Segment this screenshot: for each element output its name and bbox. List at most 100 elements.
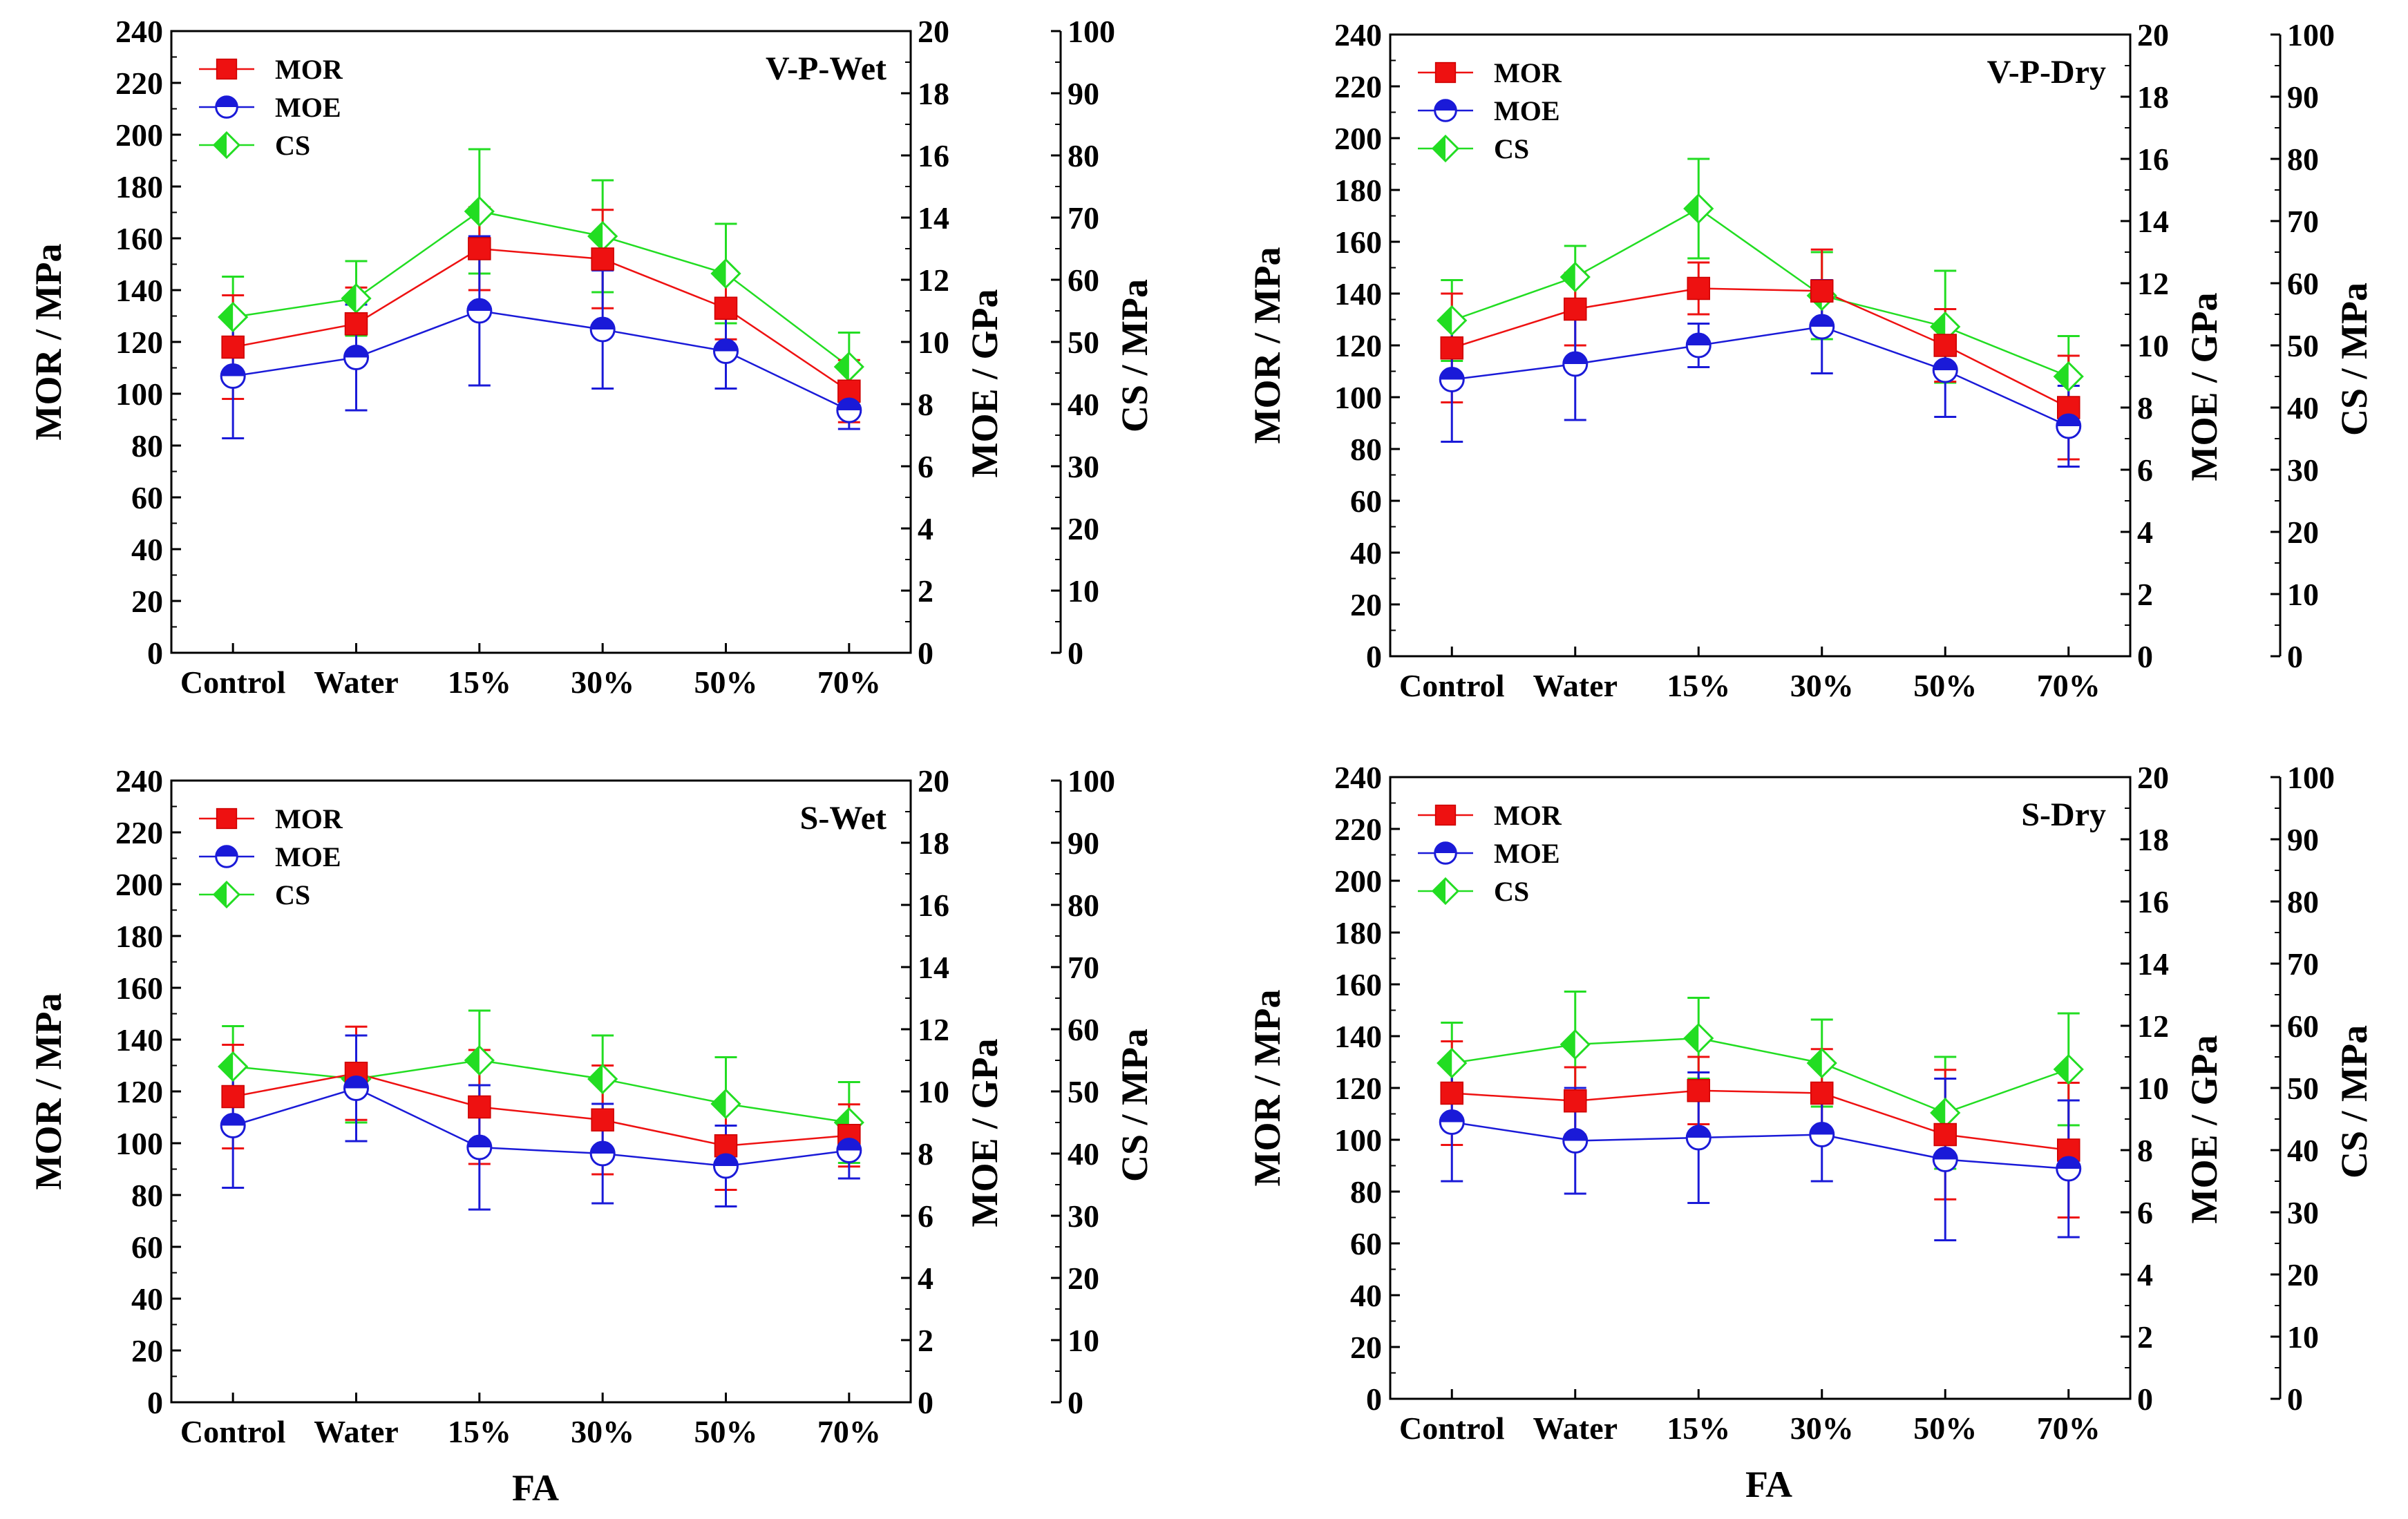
moe-tick-label: 2 (2137, 1319, 2153, 1355)
cs-tick-label: 40 (1068, 387, 1099, 422)
cs-tick-label: 40 (2287, 1133, 2319, 1168)
moe-tick-label: 4 (2137, 1257, 2153, 1292)
mor-marker (1933, 334, 1957, 357)
moe-tick-label: 18 (918, 825, 949, 861)
moe-tick-label: 6 (2137, 452, 2153, 488)
cs-tick-label: 10 (1068, 1323, 1099, 1358)
mor-marker (714, 296, 738, 320)
mor-tick-label: 80 (1350, 1174, 1382, 1210)
mor-tick-label: 140 (1334, 1019, 1382, 1054)
moe-marker-half (2056, 1157, 2080, 1169)
legend-label-moe: MOE (1494, 95, 1560, 126)
cs-tick-label: 10 (2287, 1319, 2319, 1355)
mor-marker (216, 808, 238, 830)
moe-tick-label: 6 (918, 449, 933, 484)
cs-axis-label: CS / MPa (2333, 1025, 2375, 1178)
moe-marker-half (591, 1142, 615, 1154)
moe-series-line (1452, 325, 2069, 428)
mor-tick-label: 180 (115, 169, 163, 204)
cs-tick-label: 60 (2287, 1009, 2319, 1044)
mor-tick-label: 120 (115, 325, 163, 360)
legend-label-mor: MOR (1494, 57, 1562, 88)
mor-marker (1810, 279, 1834, 303)
moe-marker-half (1810, 315, 1834, 327)
cs-tick-label: 20 (2287, 1257, 2319, 1292)
moe-axis-label: MOE / GPa (964, 1039, 1005, 1227)
x-tick-label: Control (1399, 1411, 1505, 1446)
cs-tick-label: 90 (1068, 825, 1099, 861)
moe-marker-half (216, 846, 238, 857)
legend-label-mor: MOR (1494, 800, 1562, 831)
mor-tick-label: 220 (1334, 812, 1382, 847)
mor-marker (1440, 1081, 1463, 1105)
cs-marker-half (342, 285, 357, 312)
mor-tick-label: 180 (1334, 915, 1382, 950)
cs-tick-label: 10 (1068, 573, 1099, 609)
mor-marker (1564, 1089, 1587, 1113)
cs-tick-label: 0 (1068, 636, 1083, 671)
mor-tick-label: 20 (131, 584, 163, 619)
cs-axis-label: CS / MPa (1114, 1029, 1155, 1182)
mor-tick-label: 240 (1334, 17, 1382, 52)
moe-tick-label: 10 (918, 325, 949, 360)
moe-tick-label: 20 (918, 14, 949, 49)
moe-tick-label: 16 (918, 138, 949, 173)
mor-tick-label: 60 (131, 1230, 163, 1265)
mor-tick-label: 60 (131, 480, 163, 515)
cs-marker-half (1561, 1031, 1575, 1058)
moe-marker-half (591, 318, 615, 329)
cs-tick-label: 100 (1068, 763, 1115, 799)
mor-tick-label: 80 (131, 1178, 163, 1213)
mor-tick-label: 0 (147, 636, 163, 671)
cs-tick-label: 10 (2287, 577, 2319, 612)
cs-marker-half (589, 1065, 603, 1093)
moe-tick-label: 10 (2137, 328, 2169, 363)
moe-tick-label: 12 (2137, 266, 2169, 301)
mor-series-line (232, 247, 850, 392)
cs-tick-label: 100 (1068, 14, 1115, 49)
cs-marker-half (712, 260, 726, 287)
panel-title: V-P-Wet (766, 50, 887, 87)
panel-title: V-P-Dry (1987, 54, 2106, 90)
x-tick-label: 30% (1790, 668, 1854, 703)
cs-series-line (1452, 1037, 2069, 1114)
x-tick-label: 15% (1667, 1411, 1730, 1446)
cs-marker-half (1685, 1024, 1699, 1052)
mor-tick-label: 40 (131, 1281, 163, 1317)
cs-tick-label: 20 (1068, 1261, 1099, 1296)
legend-label-cs: CS (275, 130, 310, 161)
moe-marker-half (1440, 367, 1464, 380)
mor-tick-label: 0 (147, 1385, 163, 1420)
moe-tick-label: 0 (918, 636, 933, 671)
moe-tick-label: 18 (918, 76, 949, 111)
legend-label-cs: CS (1494, 133, 1529, 164)
cs-axis-label: CS / MPa (1114, 279, 1155, 432)
plot-frame (1389, 776, 2132, 1400)
mor-tick-label: 20 (1350, 1330, 1382, 1365)
moe-marker-half (714, 1154, 738, 1166)
cs-tick-label: 80 (2287, 884, 2319, 919)
moe-marker-half (1434, 99, 1457, 111)
moe-tick-label: 8 (2137, 1133, 2153, 1168)
legend-label-cs: CS (275, 879, 310, 910)
moe-axis-label: MOE / GPa (2183, 1035, 2225, 1224)
cs-tick-label: 100 (2287, 17, 2335, 52)
mor-tick-label: 240 (115, 763, 163, 799)
moe-marker-half (467, 1136, 491, 1147)
mor-tick-label: 40 (131, 532, 163, 567)
moe-axis-label: MOE / GPa (2183, 293, 2225, 481)
cs-marker-half (2054, 363, 2069, 390)
mor-tick-label: 200 (115, 867, 163, 902)
moe-tick-label: 8 (918, 387, 933, 422)
mor-tick-label: 60 (1350, 484, 1382, 519)
mor-tick-label: 200 (115, 117, 163, 153)
cs-tick-label: 50 (1068, 1074, 1099, 1109)
legend-label-moe: MOE (1494, 838, 1560, 869)
mor-tick-label: 220 (1334, 69, 1382, 104)
x-tick-label: 50% (694, 1414, 758, 1449)
x-tick-label: 50% (1913, 668, 1977, 703)
cs-marker-half (465, 1047, 480, 1074)
